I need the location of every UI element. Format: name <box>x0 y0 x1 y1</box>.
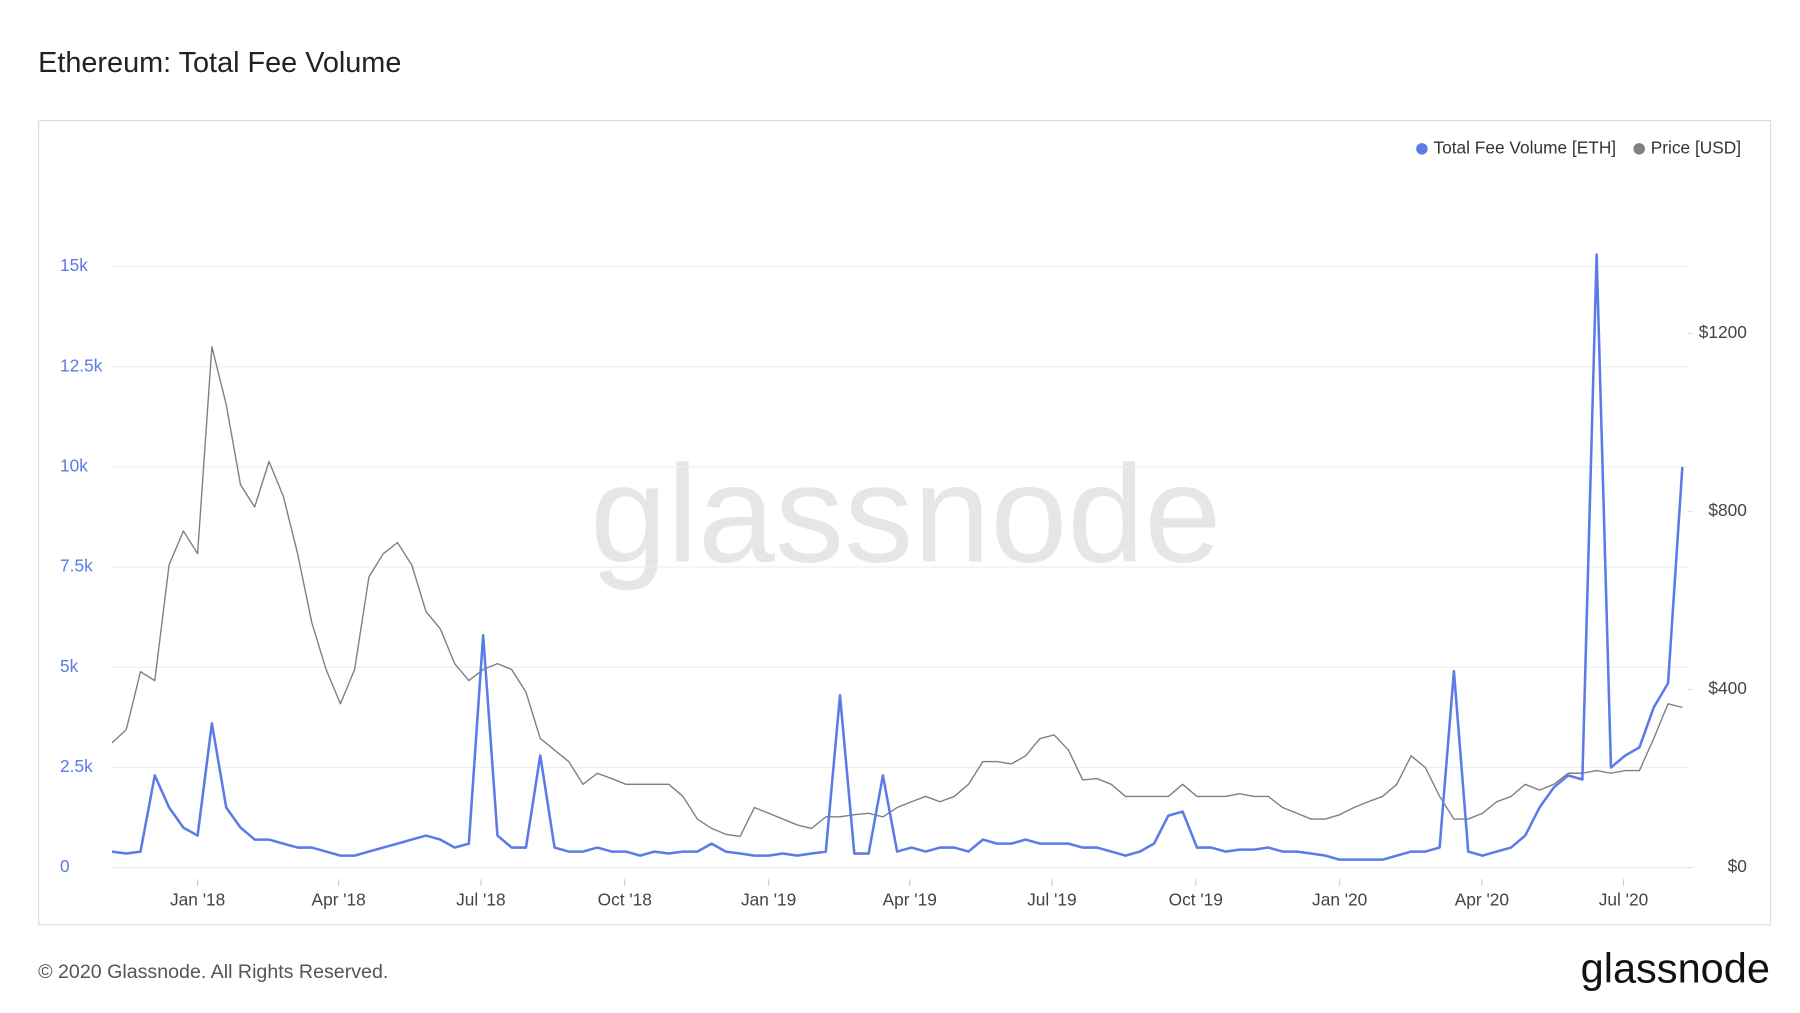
plot-area: 0 2.5k 5k 7.5k 10k 12.5k 15k $0 $400 $800 $1200 Jan… <box>60 253 1747 910</box>
series-line <box>111 346 1683 838</box>
x-tick-label: Jul '19 <box>1027 890 1076 910</box>
y2-tick-label: $1200 <box>1699 322 1747 342</box>
y2-tick-label: $800 <box>1708 500 1746 520</box>
x-tick-label: Apr '19 <box>883 890 937 910</box>
series-line <box>111 253 1684 861</box>
x-tick-label: Oct '18 <box>598 890 652 910</box>
brand-logo: glassnode <box>1581 944 1770 991</box>
y-tick-label: 15k <box>60 255 88 275</box>
chart-frame <box>38 119 1772 926</box>
x-tick-label: Jan '19 <box>741 890 796 910</box>
y2-tick-label: $0 <box>1728 856 1747 876</box>
x-tick-label: Oct '19 <box>1169 890 1223 910</box>
y-tick-label: 7.5k <box>60 556 93 576</box>
y-tick-label: 10k <box>60 455 88 475</box>
x-tick-label: Apr '20 <box>1455 890 1509 910</box>
legend-marker <box>1416 143 1428 155</box>
x-tick-label: Jul '18 <box>456 890 505 910</box>
legend-label: Price [USD] <box>1651 137 1741 157</box>
x-tick-label: Jan '18 <box>170 890 225 910</box>
y-tick-label: 0 <box>60 856 70 876</box>
x-tick-label: Jul '20 <box>1599 890 1648 910</box>
legend: Price [USD] Total Fee Volume [ETH] <box>1416 137 1741 157</box>
legend-marker <box>1633 143 1645 155</box>
chart-title: Ethereum: Total Fee Volume <box>38 47 401 79</box>
footer: © 2020 Glassnode. All Rights Reserved. <box>38 961 388 983</box>
y-tick-label: 12.5k <box>60 355 103 375</box>
x-tick-label: Jan '20 <box>1312 890 1367 910</box>
legend-label: Total Fee Volume [ETH] <box>1433 137 1616 157</box>
watermark: glassnode <box>590 438 1221 592</box>
y-tick-label: 5k <box>60 656 79 676</box>
y2-tick-label: $400 <box>1708 678 1746 698</box>
x-tick-label: Apr '18 <box>312 890 366 910</box>
y-tick-label: 2.5k <box>60 756 93 776</box>
